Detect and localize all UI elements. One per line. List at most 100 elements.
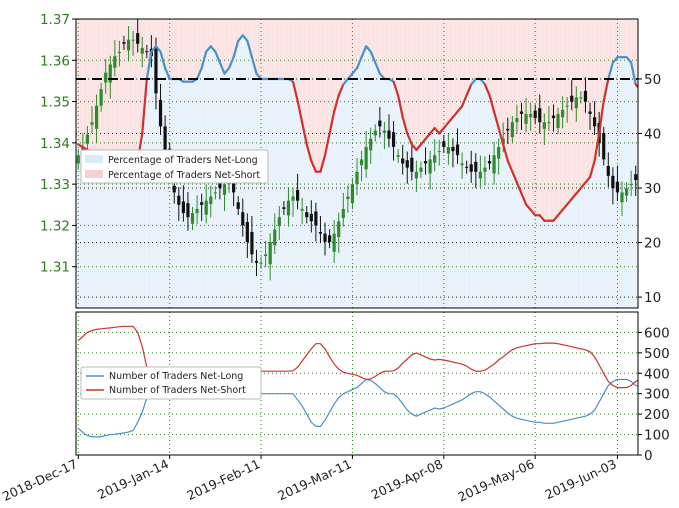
candle-body	[556, 113, 560, 128]
percent-line-segment	[447, 116, 455, 124]
candle-body	[469, 164, 473, 172]
candle-body	[602, 132, 606, 160]
percent-line-segment	[429, 126, 436, 135]
net-short-shade	[377, 19, 383, 74]
count-tick-label: 300	[644, 387, 670, 403]
percent-line-segment	[319, 154, 327, 173]
net-short-shade	[309, 19, 314, 161]
net-short-shade	[624, 19, 630, 58]
candle-body	[574, 97, 578, 109]
net-long-shade	[112, 166, 118, 308]
net-long-shade	[409, 144, 415, 308]
net-long-shade	[258, 78, 264, 308]
percent-line-segment	[598, 99, 605, 135]
legend-label-traders-net-short: Number of Traders Net-Short	[109, 385, 246, 396]
percent-line-segment	[593, 132, 601, 162]
candle-body	[414, 171, 418, 179]
net-long-shade	[500, 144, 506, 308]
net-long-shade	[459, 106, 465, 308]
candle-body	[624, 188, 629, 196]
candle-body	[538, 108, 542, 123]
date-tick-label: 2019-Feb-11	[184, 456, 262, 503]
percent-line-segment	[607, 61, 614, 81]
net-long-shade	[263, 78, 269, 308]
net-short-shade	[222, 19, 228, 74]
net-long-shade	[98, 158, 104, 308]
percent-line-segment	[634, 83, 638, 89]
candle-body	[254, 260, 259, 263]
candle-body	[337, 221, 341, 237]
candle-body	[136, 33, 140, 44]
net-long-shade	[587, 177, 593, 308]
candle-body	[327, 235, 332, 242]
net-short-shade	[409, 19, 415, 145]
net-short-shade	[89, 19, 95, 153]
net-short-shade	[354, 19, 360, 69]
net-short-shade	[299, 19, 305, 123]
net-long-shade	[377, 73, 383, 308]
net-short-shade	[606, 19, 611, 79]
net-short-shade	[130, 19, 136, 172]
candle-body	[341, 208, 345, 218]
net-short-shade	[240, 19, 246, 36]
net-long-shade	[130, 171, 136, 308]
percent-line-segment	[154, 45, 162, 53]
percent-line-segment	[556, 208, 564, 217]
price-tick-label: 1.36	[40, 53, 70, 69]
count-tick-label: 100	[644, 428, 670, 444]
candle-body	[158, 99, 163, 127]
net-long-shade	[482, 84, 488, 308]
net-long-shade	[643, 90, 648, 308]
candle-body	[487, 161, 492, 164]
candle-body	[309, 213, 313, 222]
net-short-shade	[427, 19, 433, 134]
net-long-shade	[418, 144, 424, 308]
net-long-shade	[560, 209, 566, 308]
candle-body	[104, 72, 108, 83]
percent-line-segment	[433, 126, 441, 135]
net-short-shade	[587, 19, 593, 178]
candle-body	[76, 155, 80, 164]
candle-body	[90, 122, 94, 125]
net-short-shade	[345, 19, 351, 79]
net-long-shade	[368, 51, 374, 308]
percent-line-segment	[570, 192, 578, 201]
net-short-shade	[226, 19, 232, 69]
net-short-shade	[496, 19, 502, 129]
net-short-shade	[203, 19, 209, 52]
net-long-shade	[199, 68, 205, 308]
percent-line-segment	[163, 66, 171, 81]
net-short-shade	[459, 19, 465, 107]
candle-body	[547, 122, 551, 124]
percent-line-segment	[205, 45, 212, 53]
percent-line-segment	[291, 80, 299, 102]
candle-body	[181, 201, 185, 214]
candle-body	[410, 157, 414, 172]
percent-line-segment	[223, 66, 231, 75]
net-long-shade	[414, 149, 420, 308]
candle-body	[268, 241, 272, 265]
percent-line-segment	[511, 170, 519, 184]
legend-label-traders-net-long: Number of Traders Net-Long	[109, 371, 243, 382]
percent-line-segment	[250, 56, 258, 75]
net-short-shade	[331, 19, 337, 112]
percent-line-segment	[392, 80, 400, 97]
candle-body	[510, 122, 514, 138]
net-long-shade	[144, 78, 150, 308]
percent-line-segment	[323, 132, 331, 157]
net-long-shade	[496, 128, 502, 308]
candle-body	[542, 122, 546, 129]
candle-body	[204, 200, 208, 215]
percent-line-segment	[415, 143, 423, 151]
left-price-axis: 1.31 1.32 1.33 1.34 1.35 1.36 1.37	[40, 12, 76, 276]
candle-body	[529, 113, 533, 118]
candle-body	[629, 184, 633, 186]
candle-body	[85, 134, 90, 144]
net-short-shade	[135, 19, 141, 161]
net-long-shade	[80, 147, 86, 308]
net-short-shade	[400, 19, 406, 118]
candle-body	[273, 229, 277, 246]
candle-body	[314, 211, 318, 226]
date-tick-label: 2019-Apr-08	[369, 456, 445, 502]
net-short-shade	[482, 19, 488, 85]
